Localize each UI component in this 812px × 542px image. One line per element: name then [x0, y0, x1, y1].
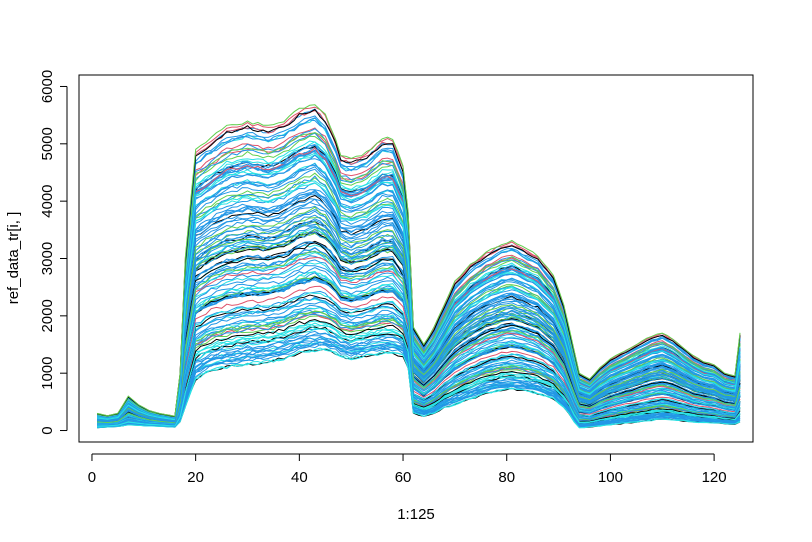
- series-line: [97, 292, 741, 426]
- series-line: [97, 135, 741, 419]
- series-line: [97, 264, 741, 424]
- series-line: [97, 205, 741, 422]
- x-axis: 0 20 40 60 80 100 120: [88, 453, 727, 486]
- series-line: [97, 166, 741, 420]
- series-line: [97, 342, 741, 428]
- series-line: [97, 247, 741, 424]
- series-line: [97, 201, 741, 422]
- series-line: [97, 318, 741, 427]
- x-tick-label: 100: [598, 469, 623, 486]
- series-line: [97, 296, 741, 426]
- series-line: [97, 231, 741, 423]
- plot-frame: [78, 74, 754, 443]
- series-line: [97, 152, 741, 419]
- series-line: [96, 131, 741, 418]
- series-line: [97, 285, 741, 425]
- x-tick-label: 60: [395, 469, 412, 486]
- series-line: [97, 227, 741, 423]
- y-axis-title: ref_data_tr[i, ]: [5, 212, 22, 305]
- series-line: [97, 270, 741, 425]
- series-line: [97, 143, 741, 419]
- series-line: [97, 189, 741, 421]
- series-line: [97, 214, 741, 422]
- series-line: [97, 301, 741, 426]
- series-line: [97, 251, 741, 424]
- y-axis: 0 1000 2000 3000 4000 5000 6000: [39, 70, 68, 435]
- series-line: [97, 322, 741, 427]
- series-line: [97, 257, 741, 424]
- y-tick-label: 0: [39, 426, 56, 434]
- y-tick-label: 6000: [39, 70, 56, 103]
- series-line: [97, 339, 741, 428]
- series-line: [96, 108, 741, 418]
- series-line: [97, 172, 741, 420]
- series-line: [97, 206, 741, 422]
- series-line: [97, 168, 741, 420]
- series-line: [97, 242, 741, 423]
- x-tick-label: 120: [702, 469, 727, 486]
- series-line: [96, 104, 741, 417]
- y-tick-label: 4000: [39, 184, 56, 217]
- series-line: [97, 262, 741, 424]
- series-lines: [96, 104, 741, 429]
- series-line: [97, 218, 741, 422]
- series-line: [97, 115, 741, 418]
- series-line: [97, 304, 741, 426]
- y-tick-label: 1000: [39, 357, 56, 390]
- series-line: [97, 154, 741, 420]
- series-line: [97, 278, 741, 425]
- series-line: [97, 330, 741, 428]
- series-line: [97, 198, 741, 421]
- series-line: [97, 347, 741, 429]
- series-line: [97, 325, 741, 427]
- series-line: [97, 313, 741, 427]
- x-tick-label: 20: [187, 469, 204, 486]
- x-axis-title: 1:125: [397, 506, 435, 523]
- y-tick-label: 3000: [39, 242, 56, 275]
- series-line: [97, 140, 741, 419]
- series-line: [97, 119, 741, 418]
- series-line: [97, 336, 741, 428]
- series-line: [97, 241, 741, 423]
- x-tick-label: 0: [88, 469, 96, 486]
- x-tick-label: 80: [498, 469, 515, 486]
- series-line: [97, 180, 741, 421]
- series-line: [97, 266, 741, 424]
- y-tick-label: 5000: [39, 127, 56, 160]
- series-line: [97, 163, 741, 420]
- y-tick-label: 2000: [39, 299, 56, 332]
- x-tick-label: 40: [291, 469, 308, 486]
